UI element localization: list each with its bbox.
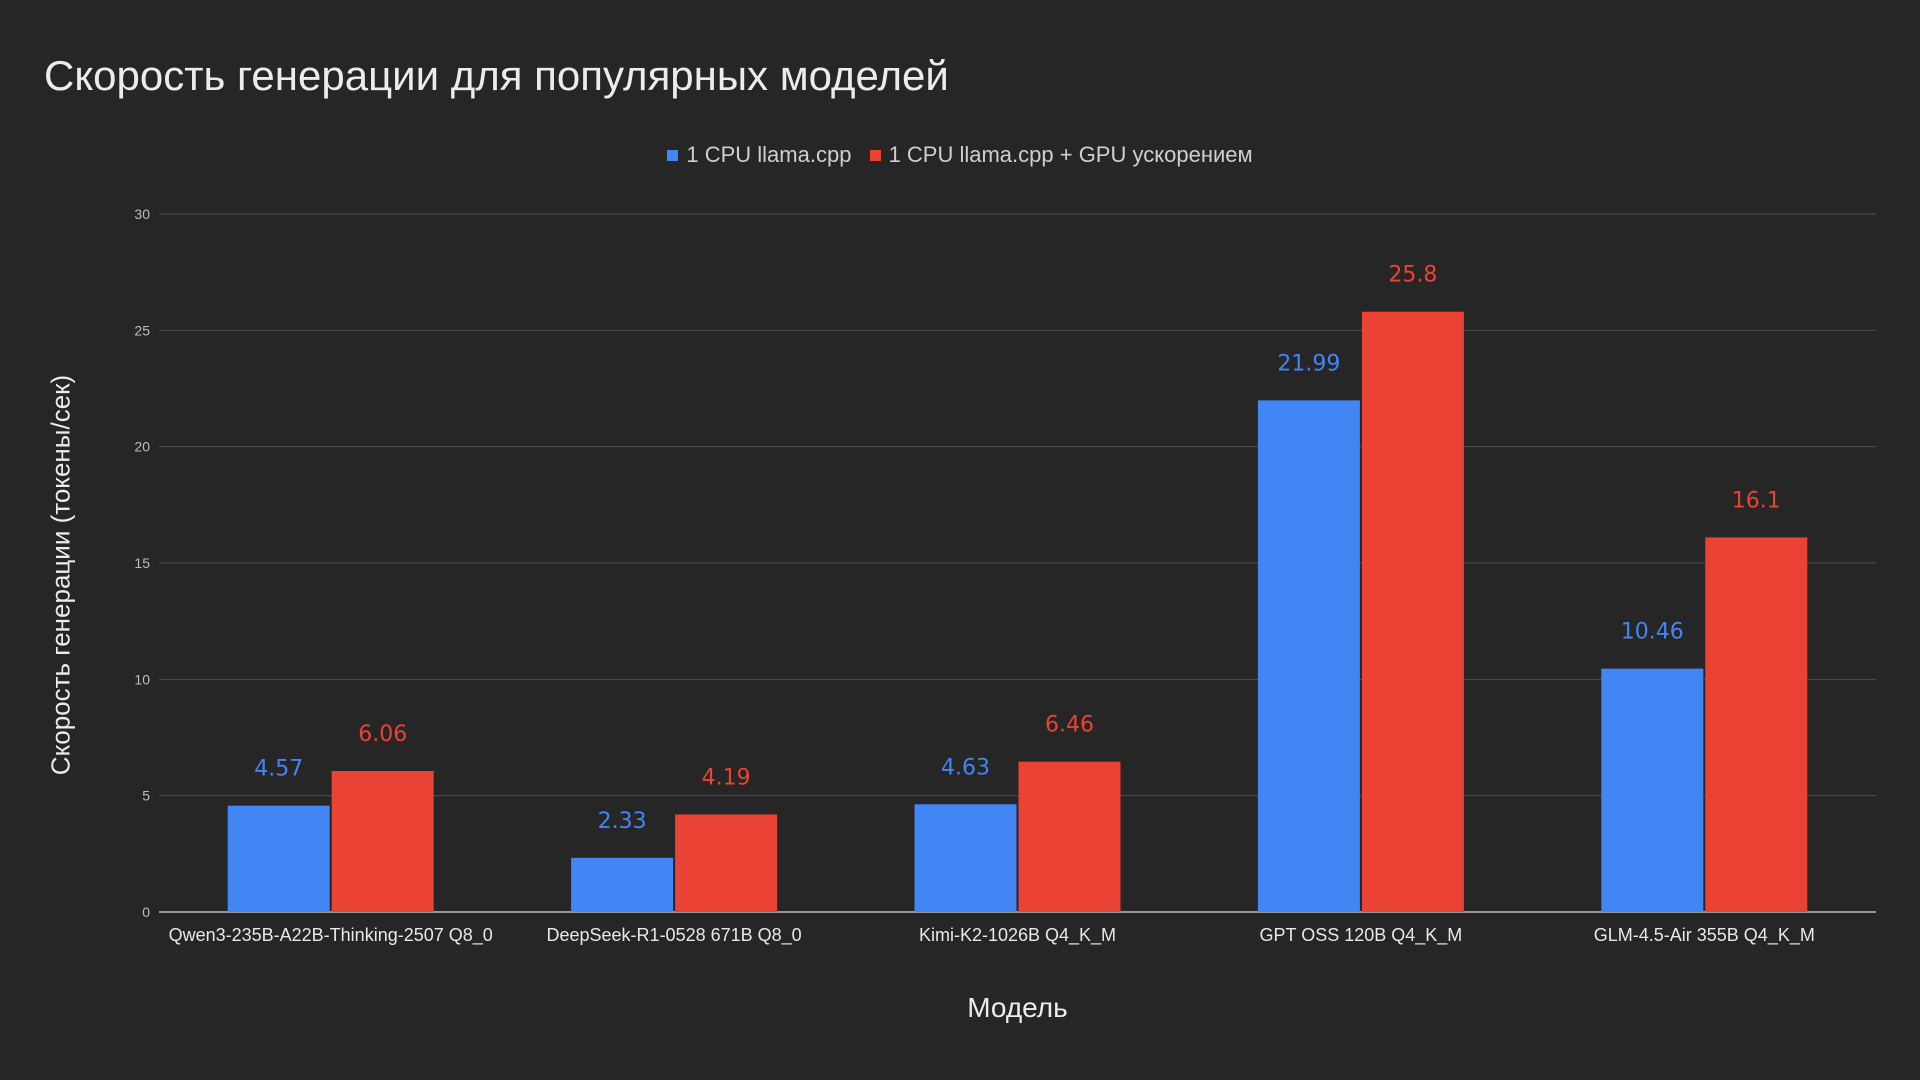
data-label: 4.63 [941, 755, 990, 780]
x-tick-label: GLM-4.5-Air 355B Q4_K_M [1594, 925, 1815, 946]
data-label: 10.46 [1621, 620, 1684, 645]
bar [1361, 311, 1464, 913]
data-label: 6.46 [1045, 713, 1094, 738]
x-tick-label: Qwen3-235B-A22B-Thinking-2507 Q8_0 [169, 925, 493, 946]
bar [675, 814, 778, 912]
bar [331, 771, 434, 912]
y-tick-label: 10 [134, 671, 150, 687]
x-tick-label: DeepSeek-R1-0528 671B Q8_0 [547, 925, 802, 946]
y-tick-label: 0 [142, 904, 150, 920]
legend-item-gpu[interactable]: 1 CPU llama.cpp + GPU ускорением [869, 142, 1253, 168]
bar [1601, 668, 1704, 912]
data-label: 2.33 [598, 809, 647, 834]
bar [914, 804, 1017, 912]
legend: 1 CPU llama.cpp 1 CPU llama.cpp + GPU ус… [0, 142, 1920, 168]
data-label: 16.1 [1732, 488, 1781, 513]
data-label: 6.06 [358, 722, 407, 747]
y-tick-label: 20 [134, 439, 150, 455]
chart-title: Скорость генерации для популярных моделе… [44, 52, 949, 99]
bar [1018, 761, 1121, 912]
y-tick-label: 30 [134, 206, 150, 222]
y-tick-label: 5 [142, 788, 150, 804]
bar [1257, 400, 1360, 912]
y-tick-label: 15 [134, 555, 150, 571]
data-label: 21.99 [1277, 351, 1340, 376]
data-label: 4.57 [254, 757, 303, 782]
legend-label: 1 CPU llama.cpp + GPU ускорением [888, 142, 1253, 167]
legend-swatch-red [869, 150, 881, 161]
y-axis-title: Скорость генерации (токены/сек) [45, 374, 76, 776]
bar [571, 857, 674, 912]
x-tick-label: GPT OSS 120B Q4_K_M [1260, 925, 1463, 946]
x-tick-label: Kimi-K2-1026B Q4_K_M [919, 925, 1116, 946]
bar [227, 805, 330, 912]
y-tick-label: 25 [134, 322, 150, 338]
data-label: 4.19 [702, 766, 751, 791]
data-label: 25.8 [1388, 263, 1437, 288]
bar [1705, 537, 1808, 912]
legend-label: 1 CPU llama.cpp [686, 142, 852, 167]
legend-swatch-blue [667, 150, 679, 161]
legend-item-cpu[interactable]: 1 CPU llama.cpp [667, 142, 851, 168]
x-axis-title: Модель [967, 992, 1068, 1023]
